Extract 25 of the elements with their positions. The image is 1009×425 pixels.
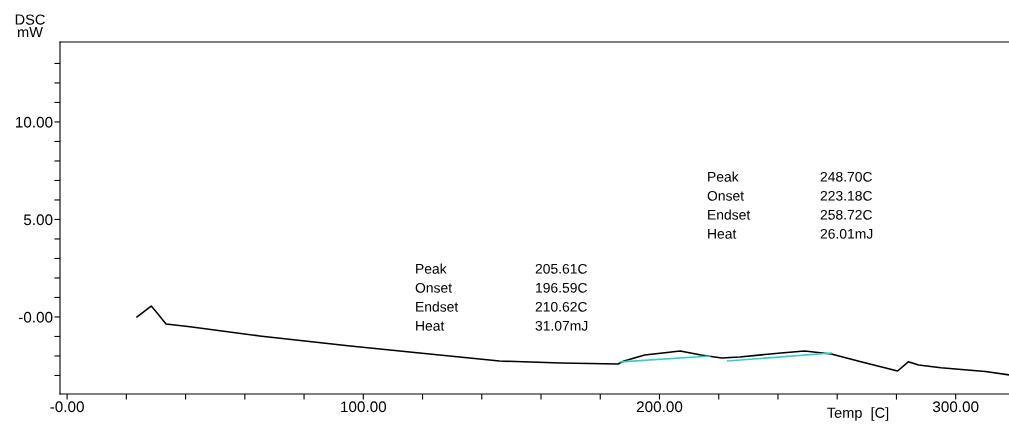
x-tick-label: -0.00 [50,401,84,413]
annotation: Peak [416,263,447,274]
annotation: 196.59C [536,282,587,293]
x-tick-label: 300.00 [932,401,979,413]
annotation: 26.01mJ [820,228,873,239]
annotation: 31.07mJ [535,320,588,331]
y-tick-label: 10.00 [15,116,53,128]
annotation: Heat [708,229,737,239]
annotation: Onset [707,190,744,201]
annotation: Onset [415,282,452,293]
annotation: 223.18C [820,190,872,201]
annotation: Peak [708,171,739,182]
annotation: 210.62C [535,301,587,312]
annotation: 248.70C [820,171,872,182]
x-axis-title: Temp [C] [827,407,889,421]
annotation: Endset [708,209,751,220]
annotation: 205.61C [535,263,587,274]
x-tick-label: 200.00 [636,401,683,413]
y-tick-label: -0.00 [18,311,53,323]
x-tick-label: 100.00 [341,401,387,413]
y-axis-title: DSC mW [15,14,45,38]
annotation: Heat [416,321,445,331]
annotation: Endset [416,301,459,312]
annotation: 258.72C [820,209,872,220]
y-tick-label: 5.00 [23,214,53,226]
